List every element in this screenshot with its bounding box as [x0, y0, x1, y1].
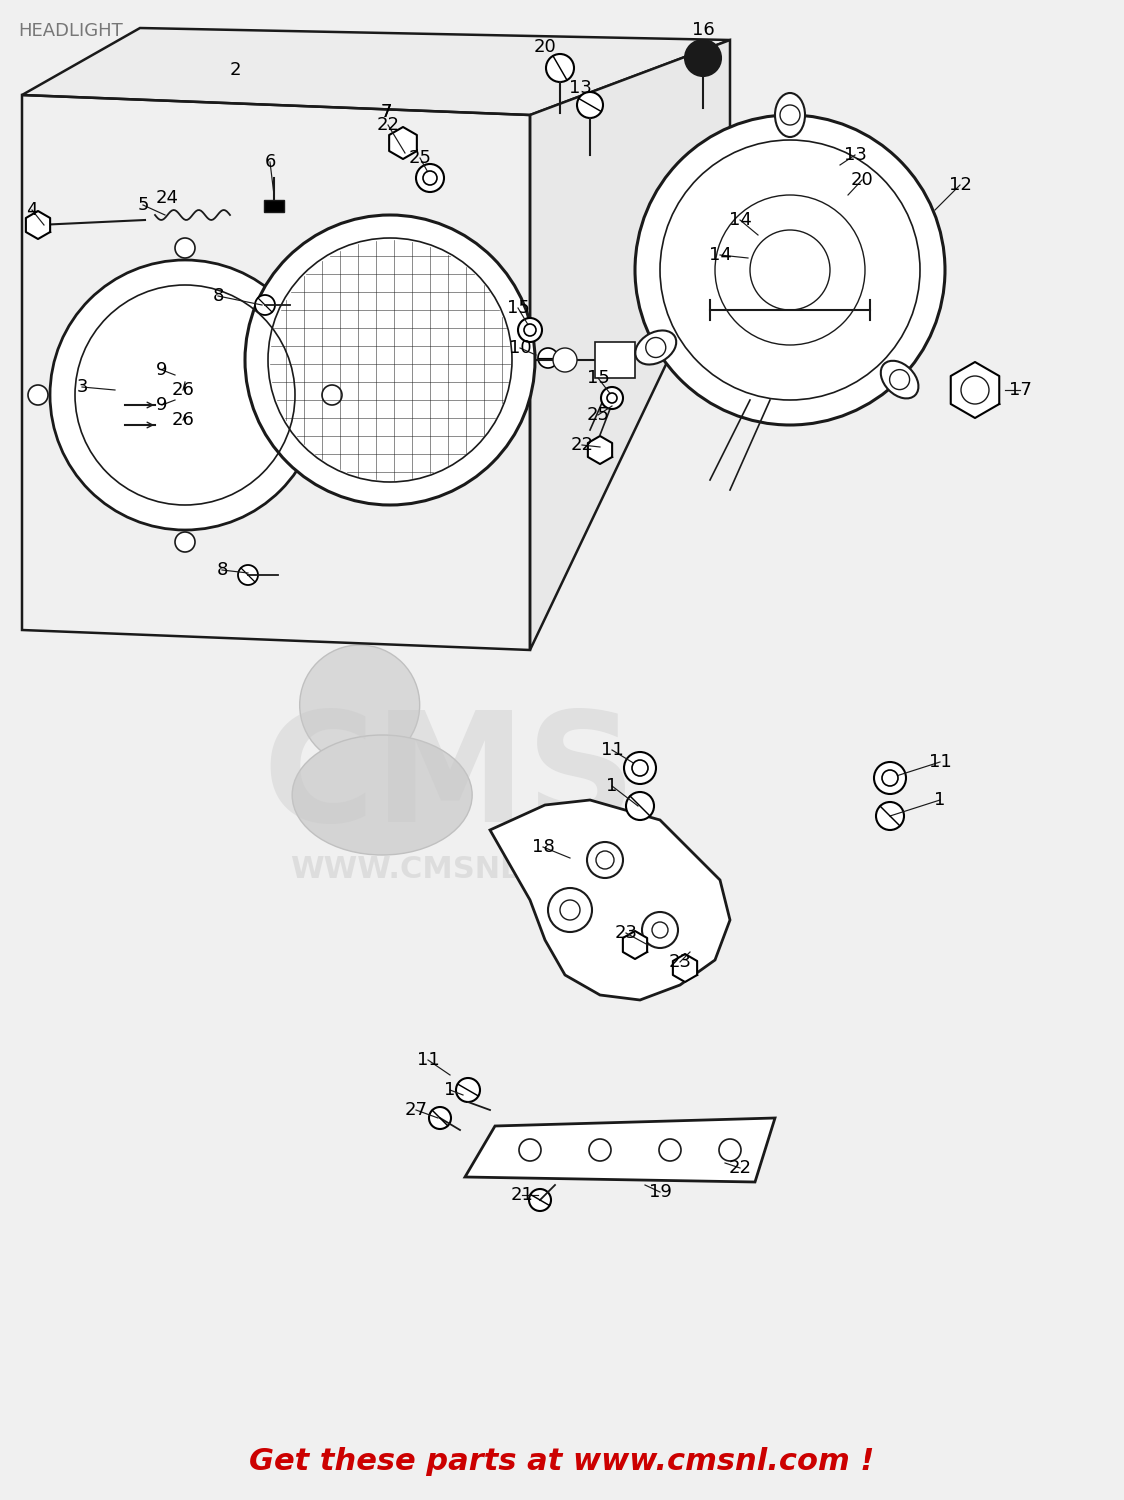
Text: 23: 23	[615, 924, 637, 942]
Circle shape	[518, 318, 542, 342]
Circle shape	[587, 842, 623, 878]
Circle shape	[601, 387, 623, 410]
Text: CMS: CMS	[263, 705, 636, 855]
Circle shape	[553, 348, 577, 372]
Text: 11: 11	[600, 741, 624, 759]
Text: 26: 26	[172, 381, 194, 399]
Text: 6: 6	[264, 153, 275, 171]
Polygon shape	[22, 28, 729, 116]
Text: 5: 5	[137, 196, 148, 214]
Text: 18: 18	[532, 839, 554, 856]
Ellipse shape	[635, 330, 677, 364]
Text: 23: 23	[669, 952, 691, 970]
Text: 27: 27	[405, 1101, 427, 1119]
Circle shape	[255, 296, 275, 315]
Circle shape	[577, 92, 602, 118]
Text: 22: 22	[728, 1160, 752, 1178]
Text: 13: 13	[569, 80, 591, 98]
Text: 1: 1	[606, 777, 618, 795]
Text: 12: 12	[949, 176, 971, 194]
Polygon shape	[673, 954, 697, 982]
Bar	[595, 342, 635, 378]
Text: 22: 22	[377, 116, 399, 134]
Circle shape	[607, 393, 617, 404]
Text: 2: 2	[229, 62, 241, 80]
Text: 25: 25	[408, 148, 432, 166]
Text: 20: 20	[851, 171, 873, 189]
Text: 25: 25	[587, 406, 609, 424]
Text: Get these parts at www.cmsnl.com !: Get these parts at www.cmsnl.com !	[250, 1448, 874, 1476]
Circle shape	[245, 214, 535, 506]
Circle shape	[538, 348, 558, 368]
Polygon shape	[465, 1118, 776, 1182]
Circle shape	[626, 792, 654, 820]
Ellipse shape	[881, 362, 918, 399]
Circle shape	[685, 40, 720, 76]
Polygon shape	[389, 128, 417, 159]
Text: 3: 3	[76, 378, 88, 396]
Circle shape	[882, 770, 898, 786]
Text: 14: 14	[708, 246, 732, 264]
Circle shape	[429, 1107, 451, 1130]
Circle shape	[238, 566, 259, 585]
Circle shape	[560, 900, 580, 920]
Circle shape	[416, 164, 444, 192]
Circle shape	[49, 260, 320, 530]
Circle shape	[175, 532, 194, 552]
Text: 8: 8	[212, 286, 224, 304]
Text: 13: 13	[844, 146, 867, 164]
Text: 14: 14	[728, 211, 752, 230]
Circle shape	[28, 386, 48, 405]
Text: 22: 22	[571, 436, 593, 454]
Circle shape	[635, 116, 945, 424]
Text: 21: 21	[510, 1186, 534, 1204]
Text: 26: 26	[172, 411, 194, 429]
Text: 1: 1	[444, 1082, 455, 1100]
Circle shape	[632, 760, 649, 776]
Polygon shape	[26, 211, 51, 238]
Ellipse shape	[776, 93, 805, 136]
Text: HEADLIGHT: HEADLIGHT	[18, 22, 123, 40]
Text: 15: 15	[507, 298, 529, 316]
Text: 17: 17	[1008, 381, 1032, 399]
Polygon shape	[490, 800, 729, 1000]
Circle shape	[456, 1078, 480, 1102]
Text: 7: 7	[380, 104, 392, 122]
Circle shape	[546, 54, 574, 82]
Circle shape	[876, 802, 904, 830]
Polygon shape	[951, 362, 999, 419]
Text: 10: 10	[509, 339, 532, 357]
Text: 4: 4	[26, 201, 38, 219]
Circle shape	[529, 1190, 551, 1210]
Text: 1: 1	[934, 790, 945, 808]
Circle shape	[524, 324, 536, 336]
Text: WWW.CMSNL.COM: WWW.CMSNL.COM	[290, 855, 609, 885]
Circle shape	[423, 171, 437, 184]
Circle shape	[652, 922, 668, 938]
Text: 7: 7	[380, 104, 392, 122]
Polygon shape	[531, 40, 729, 650]
Text: 24: 24	[155, 189, 179, 207]
Text: 16: 16	[691, 21, 715, 39]
Circle shape	[175, 238, 194, 258]
Text: 8: 8	[216, 561, 228, 579]
Bar	[264, 200, 284, 211]
Circle shape	[624, 752, 656, 784]
Circle shape	[300, 645, 419, 765]
Polygon shape	[623, 932, 647, 958]
Circle shape	[321, 386, 342, 405]
Circle shape	[874, 762, 906, 794]
Text: 20: 20	[534, 38, 556, 56]
Text: 11: 11	[928, 753, 951, 771]
Text: 11: 11	[417, 1052, 439, 1070]
Polygon shape	[588, 436, 613, 463]
Text: 15: 15	[587, 369, 609, 387]
Text: 19: 19	[649, 1184, 671, 1202]
Ellipse shape	[292, 735, 472, 855]
Text: 9: 9	[156, 396, 167, 414]
Text: 9: 9	[156, 362, 167, 380]
